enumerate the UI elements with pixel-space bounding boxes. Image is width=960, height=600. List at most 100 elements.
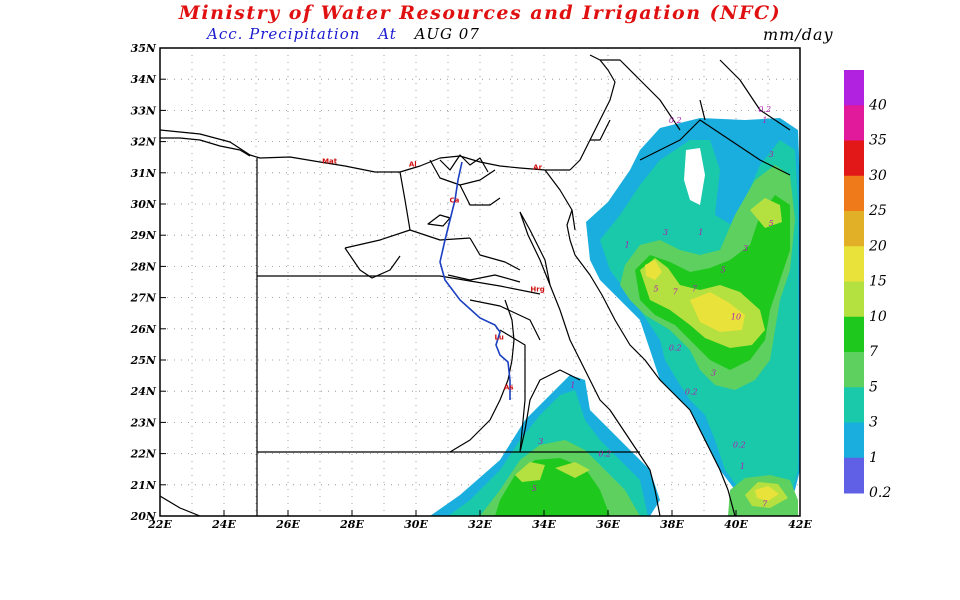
lon-tick-label: 36E [596, 518, 620, 531]
mediterranean-coast [160, 129, 570, 173]
legend-label: 3 [869, 415, 878, 431]
contour-labels: 0.2 0.2 1 3 5 1 3 1 3 5 5 7 7 10 0.2 3 0.2 1 3 0.2 0.2 1 5 7 [532, 105, 774, 509]
lon-tick-label: 22E [147, 518, 172, 531]
governorate-d [429, 159, 496, 186]
chad-border [160, 495, 201, 516]
lat-tick-label: 33N [131, 104, 157, 117]
lon-tick-label: 38E [660, 518, 684, 531]
contour-label: 1 [740, 462, 745, 471]
subtitle-date: AUG 07 [414, 25, 480, 43]
unit-label: mm/day [763, 25, 834, 44]
contour-label: 0.2 [598, 450, 611, 459]
band-10 [690, 292, 745, 332]
legend-label: 0.2 [869, 485, 891, 501]
iraq-line [719, 59, 791, 131]
governorate-f [469, 237, 521, 271]
lat-tick-label: 21N [130, 479, 157, 492]
legend-label: 20 [868, 238, 887, 254]
city-marker: Hrg [530, 285, 544, 293]
band-7-b [750, 198, 782, 228]
lat-tick-label: 22N [130, 448, 157, 461]
lon-tick-label: 42E [788, 518, 812, 531]
legend-swatch [844, 281, 864, 318]
lat-tick-label: 24N [130, 385, 157, 398]
legend-label: 7 [869, 344, 878, 360]
city-marker: Mat [322, 157, 338, 165]
governorate-g [447, 274, 521, 283]
legend-label: 35 [869, 133, 887, 149]
legend-swatch [844, 140, 864, 177]
lat-tick-label: 27N [130, 292, 157, 305]
legend-swatch [844, 352, 864, 388]
lon-tick-label: 24E [211, 518, 236, 531]
contour-label: 7 [692, 284, 698, 293]
red-sea-east-coast [574, 254, 736, 516]
legend-swatch [844, 422, 864, 459]
legend-swatch [844, 387, 864, 423]
band-10-b [645, 260, 662, 280]
contour-label: 5 [653, 284, 658, 293]
latitude-ticks: 20N 21N 22N 23N 24N 25N 26N 27N 28N 29N 30N 31N 32N 3… [130, 42, 166, 523]
legend-label: 15 [869, 274, 887, 290]
contour-label: 0.2 [669, 116, 682, 125]
band-10-c [755, 486, 779, 501]
legend-swatch [844, 316, 864, 353]
lat-tick-label: 20N [130, 510, 157, 523]
levant-coast [569, 54, 616, 171]
lat-tick-label: 23N [130, 416, 157, 429]
map-title: Ministry of Water Resources and Irrigati… [178, 2, 782, 24]
map-subtitle: Acc. Precipitation At AUG 07 [207, 25, 492, 43]
legend-label: 30 [869, 168, 887, 184]
legend-swatch [844, 211, 864, 247]
nile-river [439, 161, 511, 400]
legend-swatch [844, 246, 864, 282]
lon-tick-label: 34E [532, 518, 556, 531]
lat-tick-label: 30N [131, 198, 157, 211]
contour-label: 0.2 [733, 440, 746, 449]
lat-tick-label: 31N [131, 167, 157, 180]
coastlines [160, 54, 791, 516]
legend-swatch [844, 175, 864, 212]
saudi-line-2 [699, 99, 706, 121]
city-marker: Ca [449, 196, 459, 204]
lat-tick-label: 32N [131, 136, 157, 149]
delta [439, 154, 489, 173]
governorate-b [344, 229, 411, 249]
governorate-h [469, 299, 541, 341]
legend-label: 10 [869, 309, 887, 325]
precipitation-shading [430, 118, 800, 516]
lon-tick-label: 32E [468, 518, 492, 531]
contour-label: 3 [769, 150, 774, 159]
lon-tick-label: 30E [404, 518, 428, 531]
contour-label: 7 [762, 500, 768, 509]
contour-label: 5 [769, 219, 774, 228]
contour-label: 1 [625, 241, 630, 250]
longitude-ticks: 22E 24E 26E 28E 30E 32E 34E 36E 38E 40E 42E [147, 510, 812, 531]
subtitle-prefix: Acc. Precipitation [207, 25, 361, 43]
contour-label: 3 [711, 369, 716, 378]
lat-tick-label: 29N [130, 229, 157, 242]
lat-tick-label: 25N [130, 354, 157, 367]
band-7-e [555, 462, 590, 478]
city-marker: As [504, 384, 514, 392]
contour-label: 7 [673, 287, 679, 296]
legend-label: 5 [869, 379, 878, 395]
saudi-line-1 [639, 119, 791, 176]
legend-label: 40 [868, 97, 887, 113]
inner-line [257, 275, 541, 295]
governorate-i [499, 329, 526, 453]
legend-label: 1 [869, 450, 878, 466]
contour-label: 10 [731, 312, 741, 321]
lon-tick-label: 40E [724, 518, 748, 531]
city-marker: Lu [494, 334, 503, 342]
governorate-e [459, 184, 501, 206]
qattara [427, 214, 451, 227]
contour-label: 5 [721, 266, 726, 275]
sinai-border [544, 169, 576, 231]
contour-label: 0.2 [685, 387, 698, 396]
jordan [600, 59, 681, 131]
lon-tick-label: 26E [275, 518, 300, 531]
legend-swatch [844, 105, 864, 141]
contour-label: 1 [570, 381, 575, 390]
